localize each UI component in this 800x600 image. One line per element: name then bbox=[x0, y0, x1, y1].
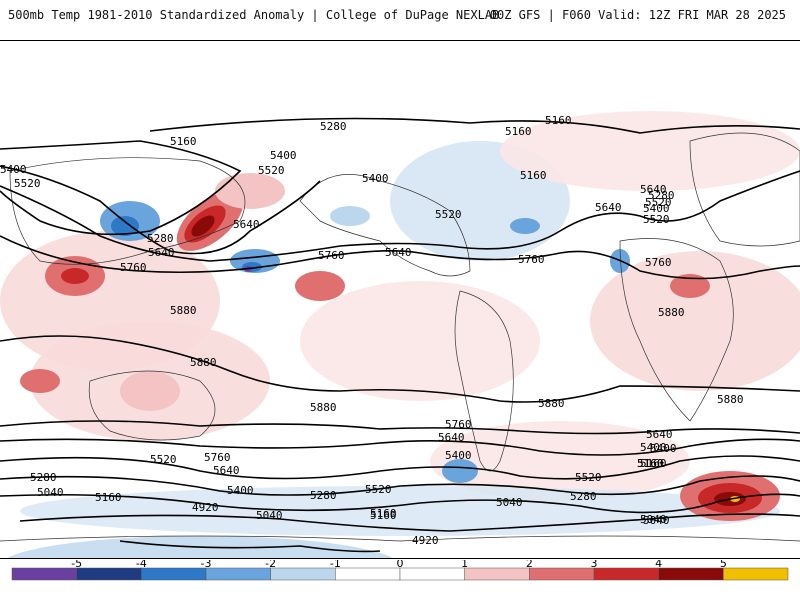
contour-label: 5400 bbox=[445, 449, 472, 462]
contour-label: 5280 bbox=[320, 120, 347, 133]
contour-label: 5880 bbox=[170, 304, 197, 317]
contour-label: 5760 bbox=[204, 451, 231, 464]
colorbar-tick-label: -1 bbox=[330, 560, 341, 570]
contour-label: 5280 bbox=[310, 489, 337, 502]
contour-label: 5640 bbox=[233, 218, 260, 231]
contour-label: 5160 bbox=[640, 457, 667, 470]
contour-label: 5160 bbox=[637, 457, 664, 470]
contour-label: 5160 bbox=[637, 457, 664, 470]
contour-label: 5280 bbox=[570, 490, 597, 503]
contour-label: 5160 bbox=[170, 135, 197, 148]
map-title: 500mb Temp 1981-2010 Standardized Anomal… bbox=[8, 8, 500, 22]
contour-label: 5160 bbox=[545, 114, 572, 127]
contour-label: 5040 bbox=[496, 496, 523, 509]
colorbar-tick-label: -5 bbox=[71, 560, 82, 570]
contour-label: 5520 bbox=[435, 208, 462, 221]
contour-label: 5640 bbox=[385, 246, 412, 259]
contour-label: 5160 bbox=[95, 491, 122, 504]
contour-label: 5520 bbox=[643, 213, 670, 226]
colorbar: -5 -4 -3 -2 -1 0 1 2 3 4 5 bbox=[0, 560, 800, 600]
colorbar-segment bbox=[335, 567, 401, 581]
colorbar-tick-label: 3 bbox=[591, 560, 598, 570]
contour-label: 5040 bbox=[640, 513, 667, 526]
contour-label: 5880 bbox=[310, 401, 337, 414]
contour-label: 5400 bbox=[227, 484, 254, 497]
contour-label: 5760 bbox=[120, 261, 147, 274]
continents bbox=[0, 132, 800, 542]
contour-label: 5040 bbox=[256, 509, 283, 522]
colorbar-tick-label: -4 bbox=[136, 560, 147, 570]
contour-label: 5520 bbox=[14, 177, 41, 190]
colorbar-tick-label: 2 bbox=[526, 560, 533, 570]
contour-label: 5400 bbox=[643, 202, 670, 215]
contour-label: 5520 bbox=[258, 164, 285, 177]
contour-label: 4800 bbox=[340, 557, 367, 558]
contour-label: 5520 bbox=[365, 483, 392, 496]
contour-label: 5640 bbox=[640, 183, 667, 196]
contour-label: 5520 bbox=[645, 196, 672, 209]
colorbar-segment bbox=[723, 567, 789, 581]
contour-label: 5160 bbox=[520, 169, 547, 182]
contour-label: 5520 bbox=[575, 471, 602, 484]
contour-label: 5040 bbox=[643, 514, 670, 527]
contour-label: 5280 bbox=[648, 189, 675, 202]
contour-label: 5400 bbox=[362, 172, 389, 185]
contour-label: 5640 bbox=[646, 428, 673, 441]
contour-label: 4920 bbox=[192, 501, 219, 514]
colorbar-tick-label: 1 bbox=[461, 560, 468, 570]
height-contours bbox=[0, 117, 800, 553]
colorbar-tick-labels: -5 -4 -3 -2 -1 0 1 2 3 4 5 bbox=[71, 560, 727, 570]
contour-label: 5280 bbox=[147, 232, 174, 245]
colorbar-segment bbox=[11, 567, 77, 581]
colorbar-segment bbox=[205, 567, 271, 581]
colorbar-segment bbox=[270, 567, 336, 581]
contour-label: 5760 bbox=[645, 256, 672, 269]
contour-label: 5400 bbox=[640, 441, 667, 454]
colorbar-segment bbox=[76, 567, 142, 581]
contour-label: 5400 bbox=[270, 149, 297, 162]
map-canvas: 5280 5160 5160 5160 5400 5520 5400 5160 … bbox=[0, 111, 800, 558]
anomaly-map: 5280 5160 5160 5160 5400 5520 5400 5160 … bbox=[0, 40, 800, 559]
contour-label-group: 5280 5160 5160 5160 5400 5520 5400 5160 … bbox=[0, 114, 744, 558]
contour-label: 5640 bbox=[213, 464, 240, 477]
contour-label: 5880 bbox=[658, 306, 685, 319]
colorbar-segment bbox=[529, 567, 595, 581]
contour-label: 5400 bbox=[0, 163, 27, 176]
anomaly-shading bbox=[0, 111, 800, 558]
colorbar-segment bbox=[593, 567, 659, 581]
contour-label: 4920 bbox=[412, 534, 439, 547]
contour-label: 5160 bbox=[505, 125, 532, 138]
contour-label: 5040 bbox=[37, 486, 64, 499]
contour-label: 5760 bbox=[318, 249, 345, 262]
contour-label: 5760 bbox=[518, 253, 545, 266]
colorbar-tick-label: 4 bbox=[655, 560, 662, 570]
colorbar-tick-label: -3 bbox=[201, 560, 212, 570]
contour-label: 5640 bbox=[148, 246, 175, 259]
contour-label: 5880 bbox=[538, 397, 565, 410]
colorbar-tick-label: 0 bbox=[397, 560, 404, 570]
contour-label: 5400 bbox=[650, 442, 677, 455]
contour-label: 5160 bbox=[370, 507, 397, 520]
model-run-info: 00Z GFS | F060 Valid: 12Z FRI MAR 28 202… bbox=[489, 8, 786, 22]
contour-label: 5760 bbox=[445, 418, 472, 431]
colorbar-segment bbox=[141, 567, 207, 581]
colorbar-canvas: -5 -4 -3 -2 -1 0 1 2 3 4 5 bbox=[11, 560, 789, 581]
colorbar-segments bbox=[11, 567, 789, 581]
contour-label: 5640 bbox=[438, 431, 465, 444]
contour-label: 5880 bbox=[190, 356, 217, 369]
contour-label: 5520 bbox=[150, 453, 177, 466]
contour-label: 5280 bbox=[30, 471, 57, 484]
contour-label: 5160 bbox=[370, 509, 397, 522]
colorbar-tick-label: 5 bbox=[720, 560, 727, 570]
contour-label: 5880 bbox=[717, 393, 744, 406]
header: 500mb Temp 1981-2010 Standardized Anomal… bbox=[0, 0, 800, 40]
colorbar-tick-label: -2 bbox=[265, 560, 276, 570]
colorbar-segment bbox=[658, 567, 724, 581]
colorbar-segment bbox=[464, 567, 530, 581]
colorbar-segment bbox=[399, 567, 465, 581]
contour-label: 5640 bbox=[595, 201, 622, 214]
